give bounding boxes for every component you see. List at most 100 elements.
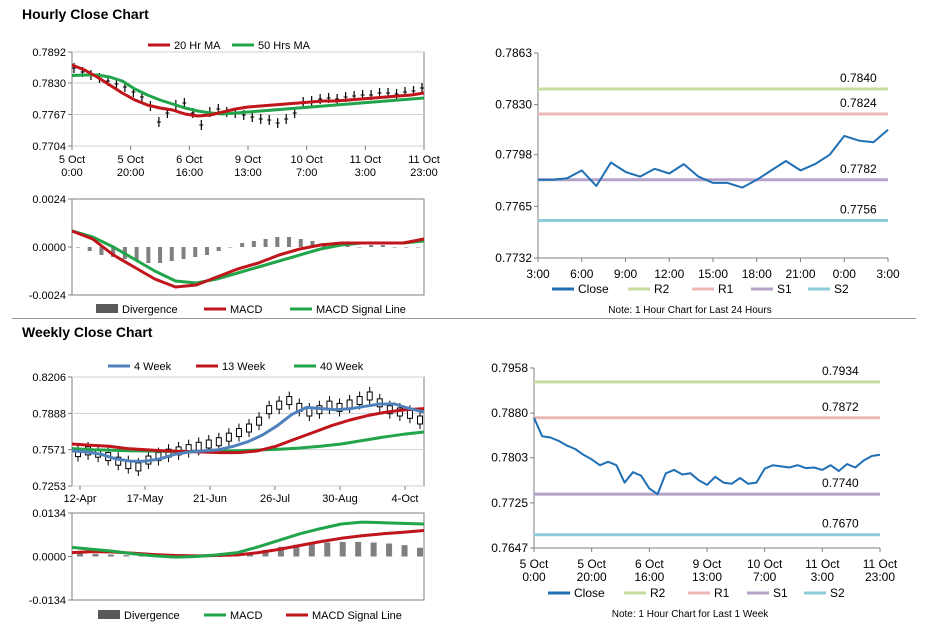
hourly-divergence-bar: [87, 247, 92, 251]
weekly-candle-body: [276, 400, 283, 410]
hourly-macd-legend-swatch: [96, 304, 118, 313]
weekly-candle-body: [286, 396, 293, 406]
hourly-levels-ytick-label: 0.7765: [495, 199, 532, 213]
hourly-divergence-bar: [345, 245, 350, 247]
hourly-levels-close-line: [538, 128, 889, 189]
weekly-levels-xtick-label: 20:00: [577, 570, 607, 584]
hourly-price-xtick-label: 9 Oct: [235, 154, 261, 166]
weekly-levels-level-label: 0.7872: [822, 400, 859, 414]
hourly-levels-level-label: 0.7782: [840, 162, 877, 176]
weekly-levels-ytick-label: 0.7803: [491, 451, 528, 465]
weekly-divergence-bar: [123, 555, 130, 557]
hourly-price-xtick-label: 5 Oct: [59, 154, 85, 166]
weekly-levels-xtick-label: 5 Oct: [520, 557, 549, 571]
hourly-levels-ytick-label: 0.7798: [495, 148, 532, 162]
weekly-candle-body: [225, 432, 232, 442]
weekly-price-legend-label: 13 Week: [222, 361, 266, 373]
hourly-levels-xtick-label: 21:00: [785, 267, 815, 281]
hourly-divergence-bar: [134, 247, 139, 261]
hourly-divergence-bar: [181, 247, 186, 259]
weekly-divergence-bar: [92, 553, 99, 557]
hourly-divergence-bar: [193, 247, 198, 257]
weekly-levels-legend-label: Close: [574, 586, 605, 600]
hourly-divergence-bar: [404, 247, 409, 248]
weekly-price-legend-label: 40 Week: [320, 361, 364, 373]
hourly-price-xtick-label: 3:00: [355, 167, 376, 179]
weekly-levels-close-line: [533, 417, 881, 496]
weekly-levels-level-label: 0.7740: [822, 476, 859, 490]
hourly-macd-ytick-label: 0.0000: [32, 242, 66, 254]
hourly-macd-ytick-label: 0.0024: [32, 194, 66, 206]
weekly-divergence-bar: [138, 556, 145, 557]
hourly-macd-legend-label: Divergence: [122, 304, 178, 316]
hourly-divergence-bar: [287, 237, 292, 247]
weekly-levels-level-label: 0.7670: [822, 517, 859, 531]
hourly-divergence-bar: [76, 247, 80, 248]
hourly-levels-note: Note: 1 Hour Chart for Last 24 Hours: [608, 305, 771, 316]
weekly-price-legend-label: 4 Week: [134, 361, 172, 373]
hourly-price-xtick-label: 23:00: [410, 167, 438, 179]
weekly-levels-xtick-label: 23:00: [865, 570, 895, 584]
hourly-divergence-bar: [240, 243, 245, 247]
weekly-candle-body: [417, 415, 423, 425]
hourly-levels-xtick-label: 3:00: [526, 267, 550, 281]
hourly-price-xtick-label: 0:00: [61, 167, 82, 179]
weekly-levels-ytick-label: 0.7958: [491, 361, 528, 375]
hourly-price-xtick-label: 7:00: [296, 167, 317, 179]
weekly-divergence-bar: [277, 546, 284, 557]
hourly-levels-level-label: 0.7840: [840, 71, 877, 85]
weekly-price-ytick-label: 0.7888: [32, 408, 66, 420]
weekly-candle-body: [346, 399, 353, 409]
hourly-levels-ytick-label: 0.7863: [495, 46, 532, 60]
hourly-price-xtick-label: 11 Oct: [408, 154, 440, 166]
hourly-levels-ytick-label: 0.7830: [495, 98, 532, 112]
hourly-divergence-bar: [416, 247, 420, 248]
hourly-levels-xtick-label: 18:00: [742, 267, 772, 281]
weekly-4-week-line: [71, 402, 425, 463]
hourly-levels-ytick-label: 0.7732: [495, 251, 532, 265]
weekly-candle-body: [266, 405, 273, 415]
weekly-divergence-bar: [401, 545, 408, 557]
hourly-levels-xtick-label: 15:00: [698, 267, 728, 281]
hourly-levels-legend-label: Close: [578, 282, 609, 296]
hourly-price-xtick-label: 10 Oct: [290, 154, 322, 166]
hourly-divergence-bar: [146, 247, 151, 263]
hourly-divergence-bar: [392, 247, 397, 248]
weekly-divergence-bar: [293, 544, 300, 557]
weekly-levels-xtick-label: 10 Oct: [747, 557, 783, 571]
hourly-divergence-bar: [298, 239, 303, 247]
hourly-levels-legend-label: S1: [777, 282, 792, 296]
weekly-candle-body: [135, 462, 142, 472]
weekly-candle-body: [115, 456, 122, 466]
weekly-candle-body: [215, 437, 222, 447]
weekly-levels-xtick-label: 11 Oct: [863, 557, 898, 571]
weekly-price-xtick-label: 26-Jul: [260, 493, 290, 505]
weekly-price-xtick-label: 12-Apr: [63, 493, 96, 505]
weekly-macd-ytick-label: 0.0134: [32, 508, 66, 520]
weekly-divergence-bar: [386, 543, 393, 557]
weekly-levels-xtick-label: 7:00: [753, 570, 777, 584]
hourly-divergence-bar: [158, 247, 163, 263]
hourly-divergence-bar: [111, 247, 116, 257]
weekly-levels-xtick-label: 13:00: [692, 570, 722, 584]
weekly-price-ytick-label: 0.7571: [32, 445, 66, 457]
weekly-13-week-line: [71, 407, 425, 455]
weekly-divergence-bar: [308, 543, 315, 557]
hourly-divergence-bar: [263, 239, 268, 247]
hourly-levels-level-label: 0.7824: [840, 96, 877, 110]
weekly-candle-body: [205, 439, 212, 449]
hourly-price-xtick-label: 16:00: [176, 167, 204, 179]
weekly-levels-legend-label: S1: [773, 586, 788, 600]
weekly-candle-body: [356, 396, 363, 406]
weekly-levels-xtick-label: 9 Oct: [693, 557, 722, 571]
hourly-levels-legend-label: S2: [834, 282, 849, 296]
weekly-section-title: Weekly Close Chart: [22, 324, 153, 340]
weekly-macd-legend-label: MACD: [230, 610, 262, 622]
weekly-divergence-bar: [77, 553, 83, 557]
weekly-macd-ytick-label: -0.0134: [29, 595, 66, 607]
hourly-macd-legend-label: MACD Signal Line: [316, 304, 406, 316]
hourly-divergence-bar: [99, 247, 104, 255]
hourly-divergence-bar: [310, 241, 315, 247]
weekly-divergence-bar: [324, 542, 331, 557]
